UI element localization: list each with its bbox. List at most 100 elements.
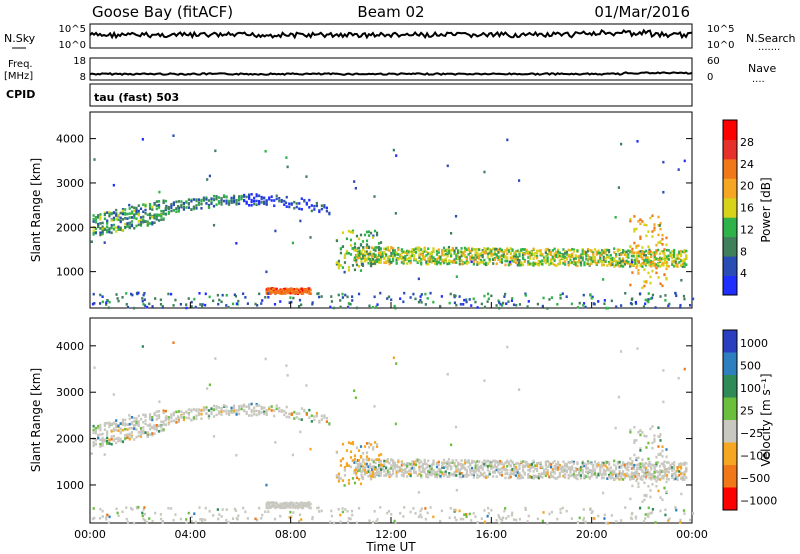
velocity-echo	[570, 517, 573, 520]
velocity-echo	[635, 479, 638, 483]
velocity-echo	[119, 431, 122, 435]
power-echo	[225, 195, 228, 199]
velocity-echo	[377, 466, 381, 470]
power-echo	[446, 254, 449, 258]
power-echo	[376, 258, 379, 261]
velocity-echo	[144, 422, 147, 426]
power-echo	[550, 253, 553, 256]
velocity-echo	[478, 468, 481, 471]
power-echo	[374, 246, 377, 249]
power-echo	[413, 248, 416, 252]
power-echo	[207, 206, 211, 209]
power-echo	[634, 258, 637, 262]
velocity-echo	[248, 407, 251, 410]
power-echo	[593, 259, 597, 263]
velocity-echo	[442, 474, 446, 478]
power-echo	[279, 288, 282, 291]
velocity-echo	[339, 513, 342, 517]
power-echo	[204, 303, 207, 307]
velocity-echo	[516, 476, 519, 480]
power-echo	[367, 261, 370, 265]
power-echo	[377, 251, 381, 255]
power-echo	[592, 257, 595, 260]
velocity-echo	[103, 423, 106, 427]
power-echo	[614, 263, 618, 267]
velocity-echo	[614, 426, 617, 430]
velocity-echo	[187, 416, 191, 420]
power-echo	[500, 304, 504, 307]
velocity-echo	[201, 517, 204, 521]
power-echo	[130, 216, 134, 219]
power-echo	[206, 178, 209, 181]
velocity-echo	[131, 508, 134, 511]
velocity-echo	[309, 447, 312, 451]
velocity-echo	[265, 413, 268, 417]
velocity-echo	[279, 506, 282, 510]
velocity-echo	[304, 503, 307, 507]
power-echo	[510, 299, 514, 302]
power-echo	[265, 292, 268, 295]
power-echo	[679, 254, 683, 258]
nsky-tick-top: 10^5	[59, 24, 86, 35]
power-echo	[527, 252, 530, 256]
power-echo	[455, 275, 458, 279]
velocity-echo	[197, 408, 201, 411]
y-tick-label: 4000	[56, 133, 84, 146]
power-echo	[117, 225, 120, 229]
velocity-echo	[404, 471, 407, 474]
velocity-echo	[117, 424, 120, 428]
velocity-echo	[581, 460, 584, 464]
velocity-echo	[237, 408, 241, 412]
velocity-echo	[119, 437, 122, 441]
power-echo	[330, 295, 333, 298]
velocity-echo	[446, 465, 449, 469]
power-echo	[393, 249, 396, 252]
velocity-echo	[430, 467, 433, 471]
velocity-echo	[133, 420, 136, 423]
power-echo	[492, 258, 495, 262]
power-echo	[253, 199, 256, 203]
velocity-echo	[682, 509, 686, 512]
power-echo	[487, 292, 490, 296]
power-echo	[248, 193, 251, 197]
power-echo	[454, 294, 457, 298]
velocity-echo	[521, 464, 525, 467]
velocity-echo	[550, 465, 553, 469]
power-echo	[146, 221, 149, 225]
power-echo	[497, 248, 500, 252]
velocity-echo	[309, 502, 312, 506]
velocity-echo	[392, 467, 395, 471]
velocity-echo	[235, 411, 238, 415]
power-echo	[202, 199, 206, 202]
power-echo	[657, 262, 660, 266]
velocity-echo	[501, 516, 505, 520]
velocity-echo	[232, 410, 236, 414]
power-echo	[374, 253, 377, 257]
power-echo	[544, 248, 547, 251]
velocity-echo	[339, 459, 343, 462]
power-echo	[553, 247, 556, 251]
freq-frame	[89, 57, 693, 81]
velocity-echo	[655, 461, 658, 465]
power-echo	[523, 258, 526, 262]
velocity-echo	[481, 461, 484, 464]
power-echo	[595, 250, 598, 254]
velocity-echo	[593, 460, 597, 464]
velocity-echo	[220, 515, 223, 518]
power-echo	[390, 298, 393, 302]
velocity-echo	[633, 453, 636, 457]
power-echo	[195, 204, 198, 207]
power-echo	[112, 223, 116, 227]
power-echo	[493, 257, 497, 260]
power-echo	[657, 264, 660, 268]
velocity-echo	[453, 516, 457, 519]
velocity-echo	[581, 471, 584, 475]
power-echo	[649, 216, 652, 220]
power-echo	[646, 258, 649, 262]
velocity-echo	[502, 468, 505, 471]
velocity-echo	[661, 498, 664, 502]
power-echo	[383, 250, 386, 254]
power-echo	[620, 252, 623, 255]
power-echo	[633, 227, 636, 231]
velocity-echo	[383, 474, 386, 477]
